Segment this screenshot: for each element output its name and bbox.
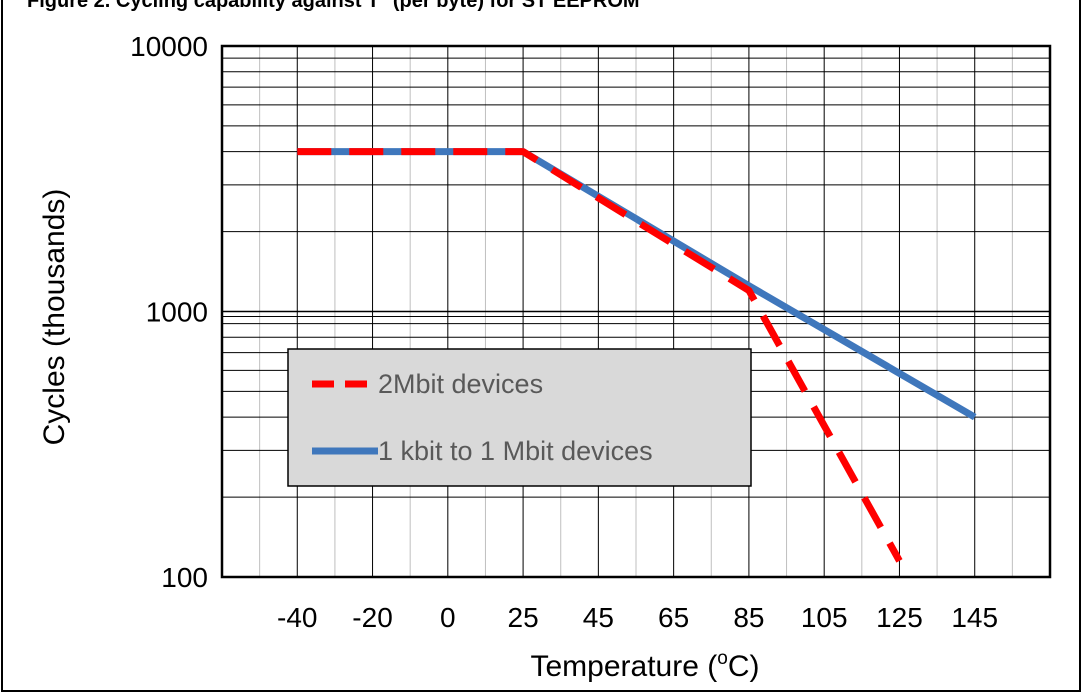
y-tick-label: 100 <box>161 562 208 593</box>
x-tick-label: 125 <box>876 602 923 633</box>
x-tick-label: 145 <box>951 602 998 633</box>
x-axis-title-degree: o <box>717 648 728 669</box>
chart-title: Figure 2. Cycling capability against T° … <box>27 0 640 12</box>
x-axis-title: Temperature (oC) <box>531 648 760 683</box>
x-tick-label: 45 <box>583 602 614 633</box>
x-axis-title-text: Temperature ( <box>531 650 718 683</box>
x-tick-label: 25 <box>508 602 539 633</box>
x-tick-label: 105 <box>801 602 848 633</box>
series-lines <box>297 148 977 563</box>
legend: 2Mbit devices 1 kbit to 1 Mbit devices <box>287 348 752 487</box>
x-tick-label: 0 <box>440 602 456 633</box>
x-tick-label: 85 <box>733 602 764 633</box>
grid-lines <box>222 46 1050 577</box>
legend-label-1kbit-1mbit: 1 kbit to 1 Mbit devices <box>378 436 653 466</box>
y-tick-label: 10000 <box>130 31 208 62</box>
x-tick-label: -20 <box>352 602 392 633</box>
y-axis-title: Cycles (thousands) <box>38 189 71 446</box>
plot-area-border <box>220 44 1052 579</box>
x-tick-label: -40 <box>277 602 317 633</box>
legend-box <box>287 348 752 487</box>
y-tick-labels: 100 1000 10000 <box>130 31 208 593</box>
y-tick-label: 1000 <box>146 297 208 328</box>
x-axis-title-unit: C) <box>728 650 760 683</box>
x-tick-label: 65 <box>658 602 689 633</box>
series-line-dashed <box>297 148 903 563</box>
x-tick-labels: -40 -20 0 25 45 65 85 105 125 145 <box>277 602 998 633</box>
legend-label-2mbit: 2Mbit devices <box>378 369 543 399</box>
